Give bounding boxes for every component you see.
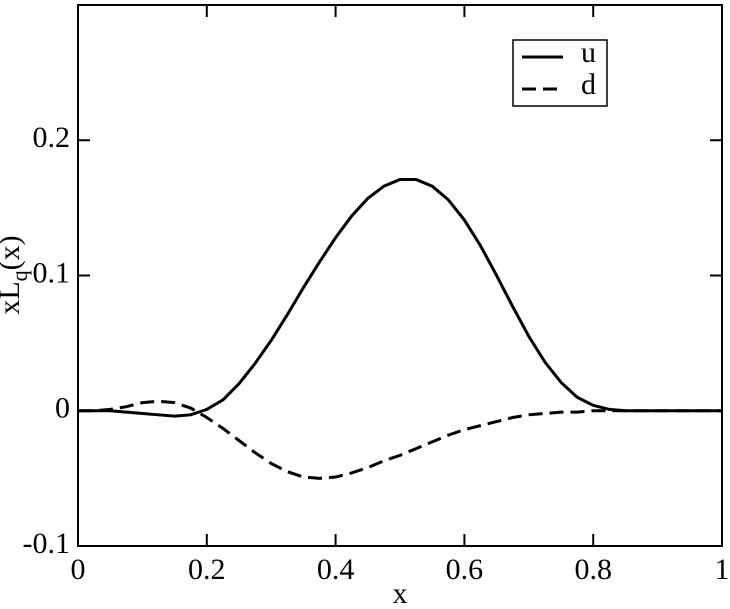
x-tick-label: 0.8 <box>574 553 612 586</box>
legend-box <box>512 39 608 107</box>
y-tick-label: -0.1 <box>23 527 71 560</box>
legend-label: u <box>581 36 596 69</box>
x-tick-label: 0 <box>71 553 86 586</box>
x-tick-label: 1 <box>715 553 730 586</box>
series-line <box>78 399 722 480</box>
x-axis-label: x <box>393 577 408 609</box>
legend-label: d <box>581 68 596 101</box>
y-label-sub: q <box>7 270 32 281</box>
y-tick-label: 0 <box>55 392 70 425</box>
y-axis-label: xLq(x) <box>0 235 32 314</box>
series-line <box>78 177 722 418</box>
y-tick-label: 0.2 <box>33 121 71 154</box>
y-tick-label: 0.1 <box>33 256 71 289</box>
y-label-tail: (x) <box>0 235 26 270</box>
x-tick-label: 0.4 <box>317 553 355 586</box>
x-tick-label: 0.2 <box>188 553 226 586</box>
x-tick-label: 0.6 <box>446 553 484 586</box>
plot-frame <box>77 4 723 547</box>
y-label-main: xL <box>0 281 26 314</box>
